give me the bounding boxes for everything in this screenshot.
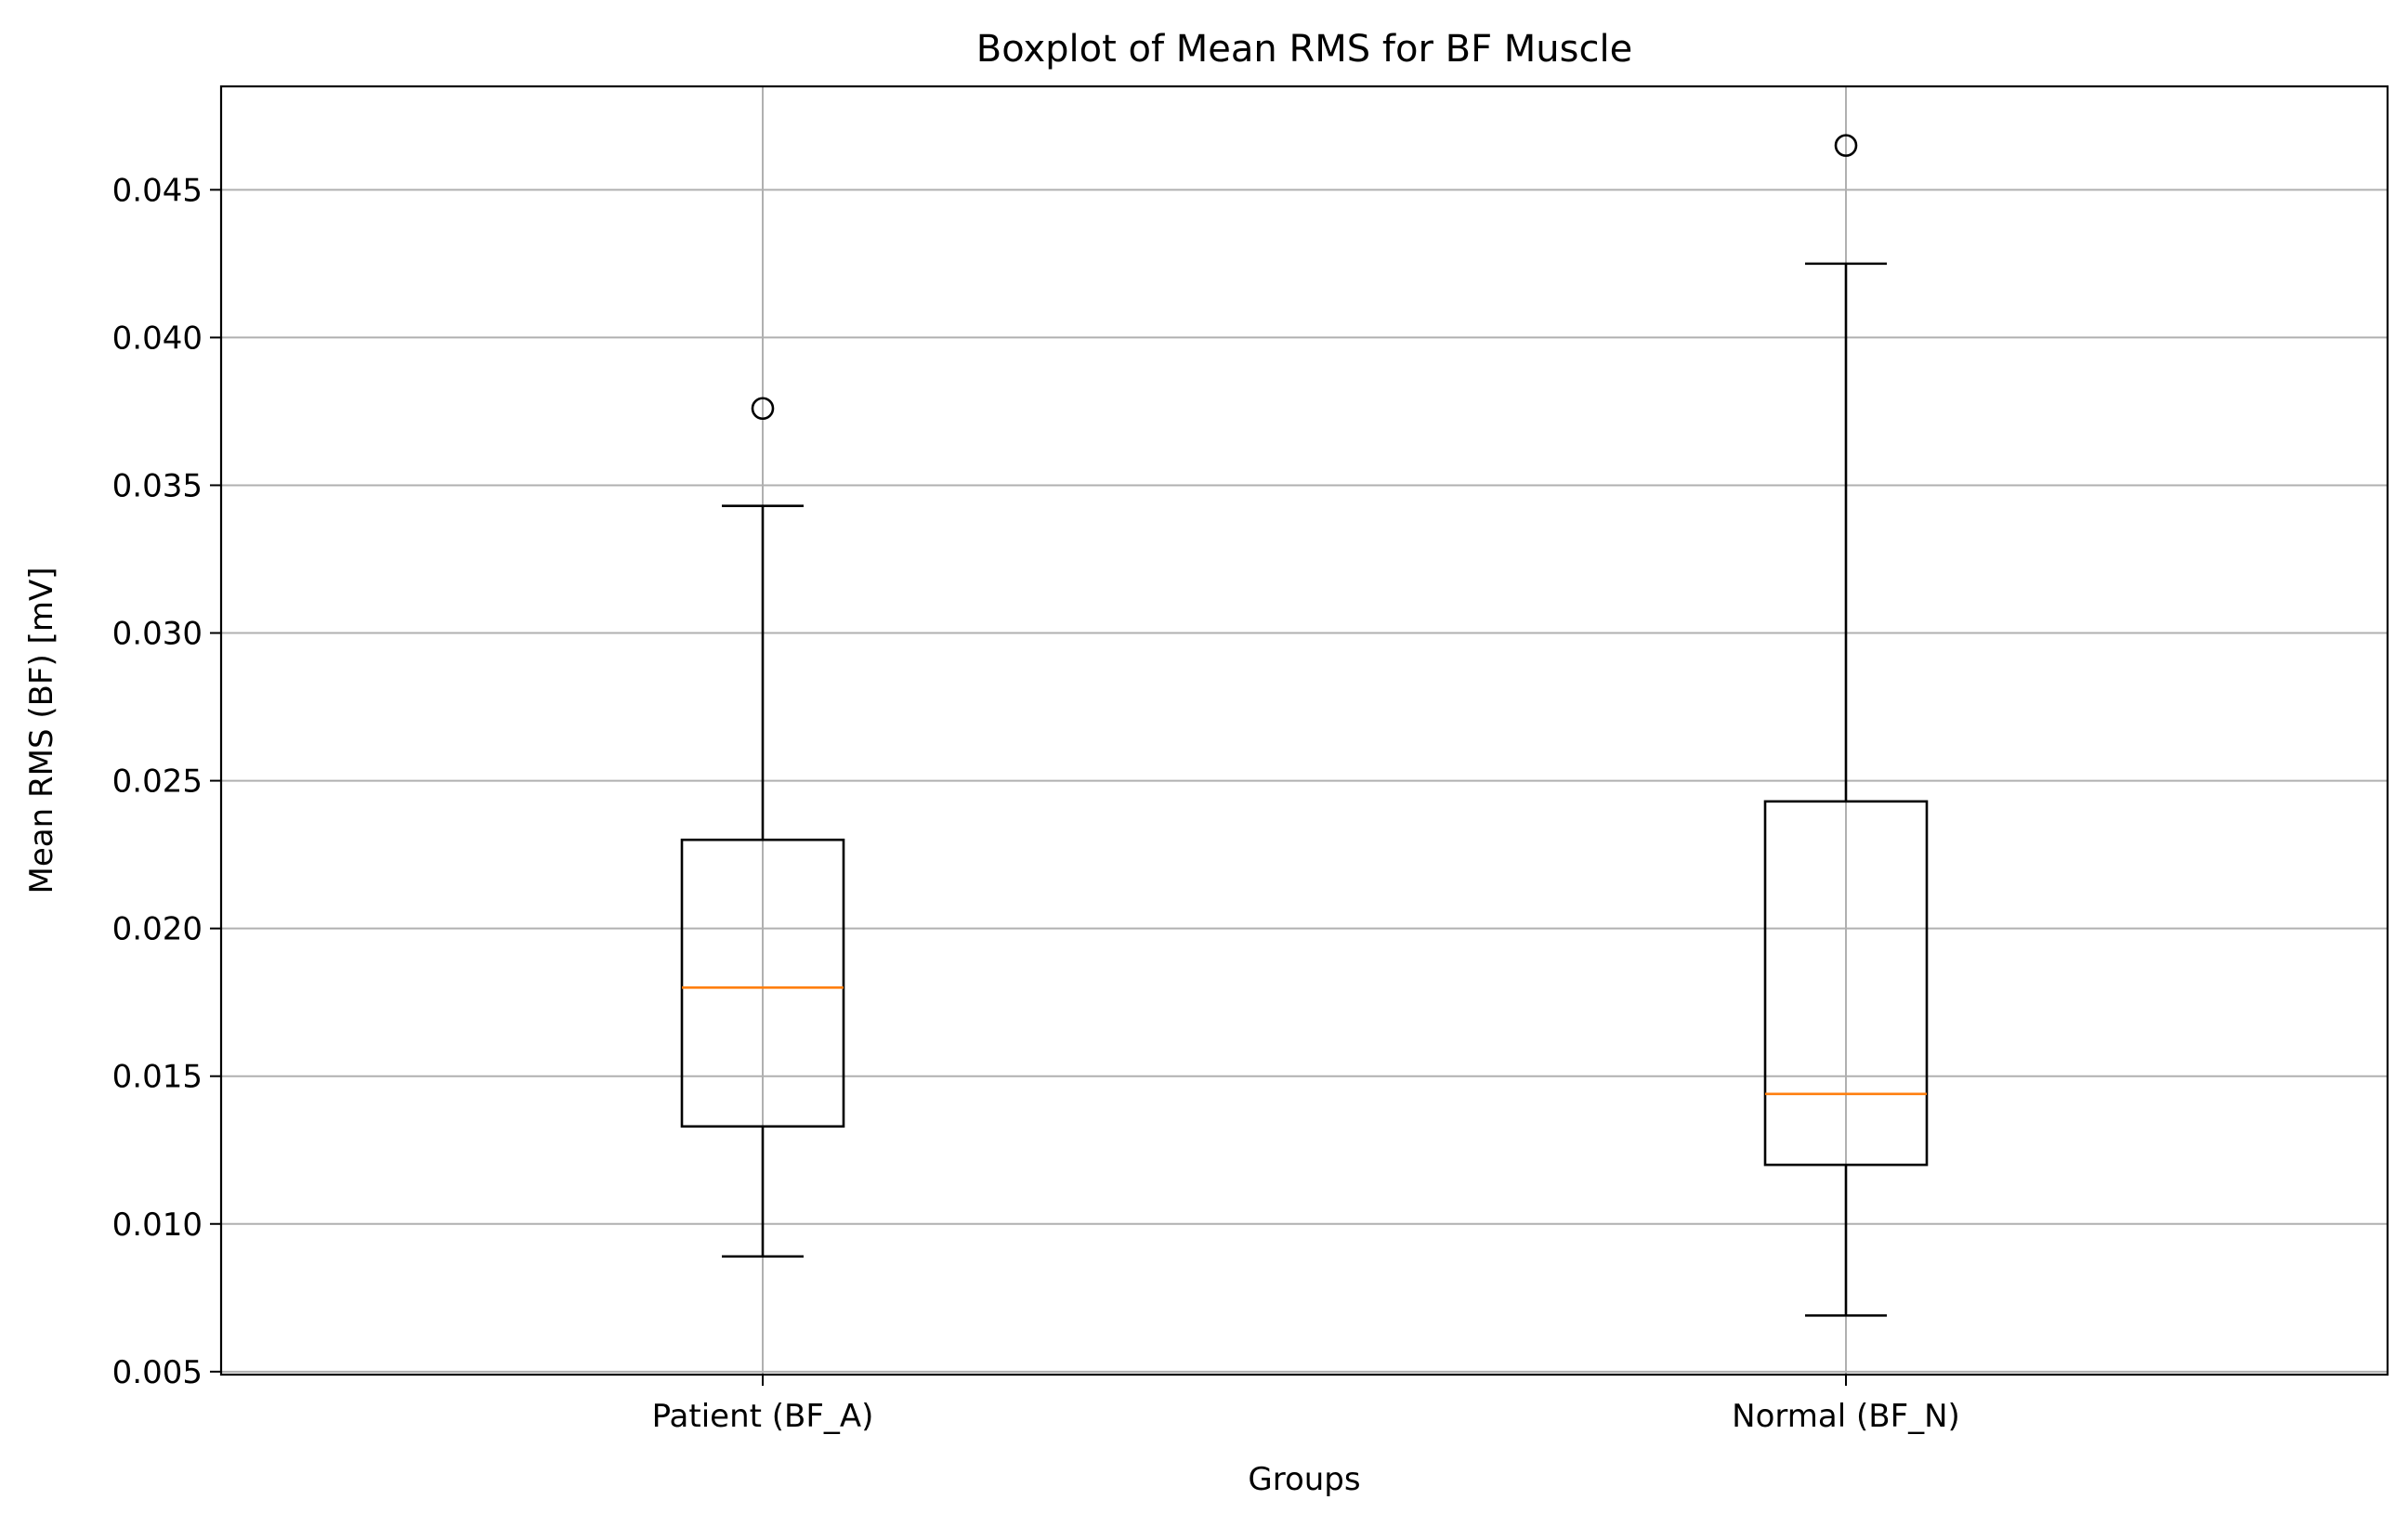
x-tick-label: Patient (BF_A): [652, 1398, 874, 1435]
y-tick-label: 0.020: [112, 911, 203, 948]
outlier-point: [1834, 134, 1858, 157]
y-tick-label: 0.005: [112, 1354, 203, 1391]
x-axis-label: Groups: [1248, 1461, 1360, 1498]
y-tick-label: 0.030: [112, 616, 203, 653]
x-tick-label: Normal (BF_N): [1732, 1398, 1960, 1435]
box-iqr: [1763, 800, 1929, 1167]
y-tick-label: 0.025: [112, 763, 203, 801]
y-tick-label: 0.040: [112, 320, 203, 357]
axis-layer: 0.005 0.010 0.015 0.020 0.025 0.030 0.035 0.040…: [112, 172, 1960, 1435]
box-group: [680, 397, 845, 1259]
chart-title: Boxplot of Mean RMS for BF Muscle: [976, 28, 1632, 71]
box-group: [1763, 134, 1929, 1317]
box-layer: [680, 134, 1929, 1317]
y-tick-label: 0.015: [112, 1059, 203, 1096]
y-axis-label: Mean RMS (BF) [mV]: [23, 567, 60, 894]
y-tick-label: 0.045: [112, 172, 203, 209]
outlier-point: [751, 397, 775, 421]
box-iqr: [680, 838, 845, 1128]
y-tick-label: 0.035: [112, 467, 203, 504]
plot-frame: [219, 85, 2389, 1376]
y-tick-label: 0.010: [112, 1206, 203, 1244]
